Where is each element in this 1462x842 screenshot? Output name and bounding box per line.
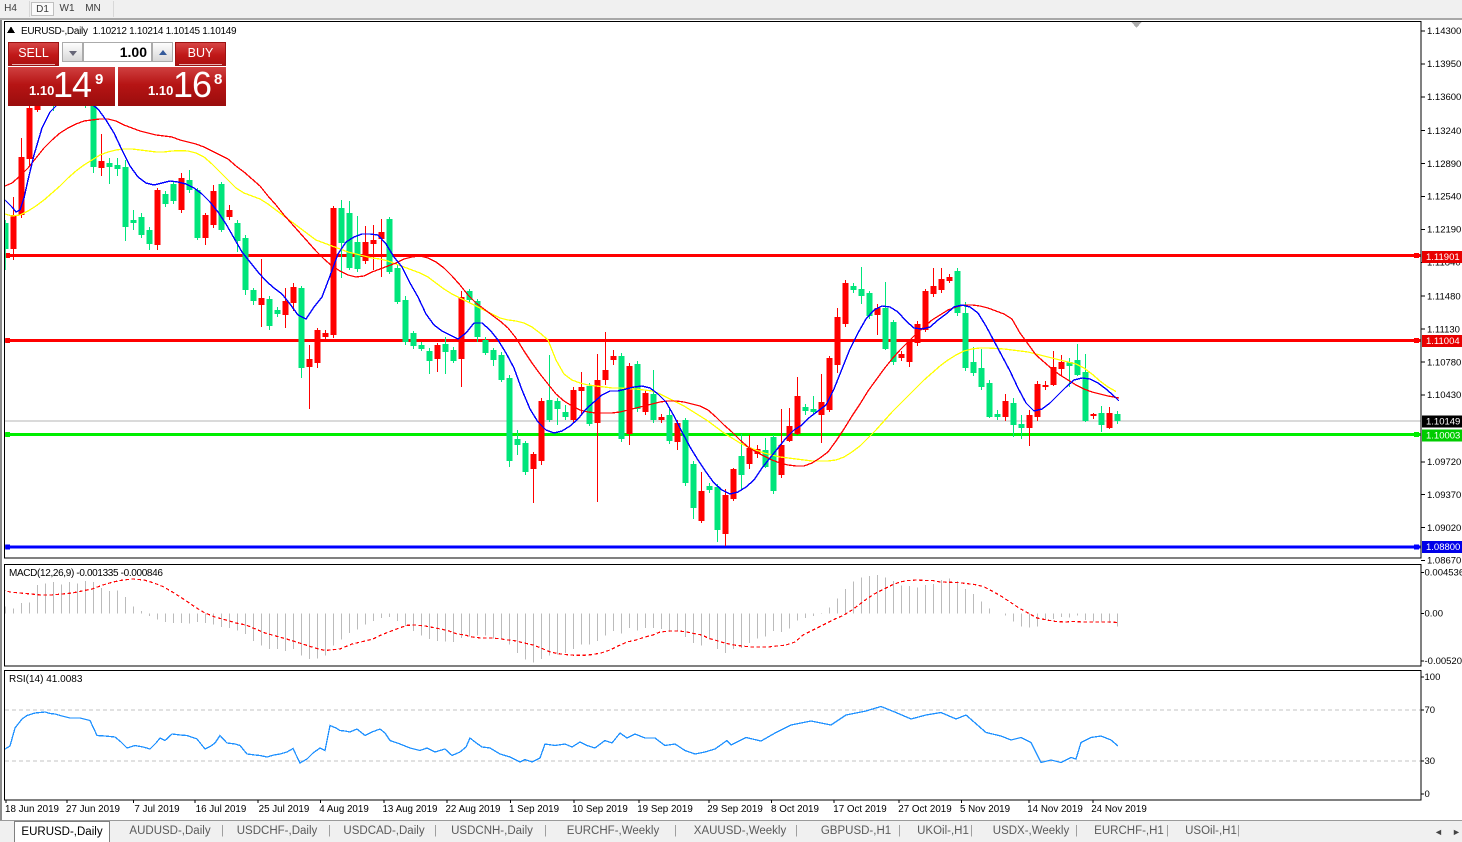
svg-text:1.13600: 1.13600 [1427, 92, 1461, 103]
svg-text:1.11901: 1.11901 [1426, 252, 1460, 263]
svg-text:1.10430: 1.10430 [1427, 390, 1461, 401]
svg-text:70: 70 [1425, 705, 1436, 716]
svg-text:1 Sep 2019: 1 Sep 2019 [509, 804, 559, 815]
svg-text:100: 100 [1425, 672, 1441, 683]
svg-text:22 Aug 2019: 22 Aug 2019 [445, 804, 500, 815]
svg-text:13 Aug 2019: 13 Aug 2019 [382, 804, 437, 815]
svg-text:16 Jul 2019: 16 Jul 2019 [196, 804, 247, 815]
svg-text:19 Sep 2019: 19 Sep 2019 [637, 804, 693, 815]
svg-text:24 Nov 2019: 24 Nov 2019 [1091, 804, 1147, 815]
svg-text:1.10780: 1.10780 [1427, 357, 1461, 368]
svg-text:1.09020: 1.09020 [1427, 523, 1461, 534]
svg-text:MACD(12,26,9) -0.001335 -0.000: MACD(12,26,9) -0.001335 -0.000846 [9, 568, 163, 579]
svg-text:1.09720: 1.09720 [1427, 457, 1461, 468]
svg-text:30: 30 [1425, 756, 1436, 767]
svg-text:1.11840: 1.11840 [1427, 258, 1461, 269]
svg-text:1.13950: 1.13950 [1427, 59, 1461, 70]
svg-text:8 Oct 2019: 8 Oct 2019 [771, 804, 819, 815]
svg-text:27 Jun 2019: 27 Jun 2019 [66, 804, 120, 815]
svg-text:-0.0052051: -0.0052051 [1425, 656, 1462, 667]
svg-text:1.09370: 1.09370 [1427, 490, 1461, 501]
svg-text:1.12890: 1.12890 [1427, 159, 1461, 170]
svg-text:5 Nov 2019: 5 Nov 2019 [960, 804, 1010, 815]
svg-text:1.11004: 1.11004 [1426, 336, 1460, 347]
svg-text:7 Jul 2019: 7 Jul 2019 [134, 804, 179, 815]
svg-text:1.14300: 1.14300 [1427, 26, 1461, 37]
svg-text:1.08670: 1.08670 [1427, 556, 1461, 567]
svg-text:1.11130: 1.11130 [1427, 324, 1460, 335]
svg-text:1.13240: 1.13240 [1427, 126, 1461, 137]
svg-text:1.08800: 1.08800 [1426, 542, 1460, 553]
svg-text:EURUSD-,Daily 1.10212 1.10214: EURUSD-,Daily 1.10212 1.10214 1.10145 1.… [21, 26, 237, 37]
svg-text:1.12540: 1.12540 [1427, 192, 1461, 203]
svg-text:4 Aug 2019: 4 Aug 2019 [319, 804, 369, 815]
svg-text:17 Oct 2019: 17 Oct 2019 [833, 804, 886, 815]
svg-text:1.10149: 1.10149 [1426, 417, 1460, 428]
svg-text:0.004536: 0.004536 [1425, 568, 1462, 579]
svg-text:18 Jun 2019: 18 Jun 2019 [5, 804, 59, 815]
svg-text:1.11480: 1.11480 [1427, 291, 1461, 302]
svg-text:14 Nov 2019: 14 Nov 2019 [1027, 804, 1083, 815]
svg-text:1.10003: 1.10003 [1426, 431, 1460, 442]
svg-text:10 Sep 2019: 10 Sep 2019 [572, 804, 628, 815]
svg-text:0.00: 0.00 [1425, 609, 1444, 620]
svg-text:0: 0 [1425, 789, 1430, 800]
svg-text:25 Jul 2019: 25 Jul 2019 [259, 804, 310, 815]
svg-text:29 Sep 2019: 29 Sep 2019 [707, 804, 763, 815]
svg-text:RSI(14) 41.0083: RSI(14) 41.0083 [9, 674, 83, 685]
svg-text:1.12190: 1.12190 [1427, 225, 1461, 236]
svg-text:27 Oct 2019: 27 Oct 2019 [898, 804, 951, 815]
